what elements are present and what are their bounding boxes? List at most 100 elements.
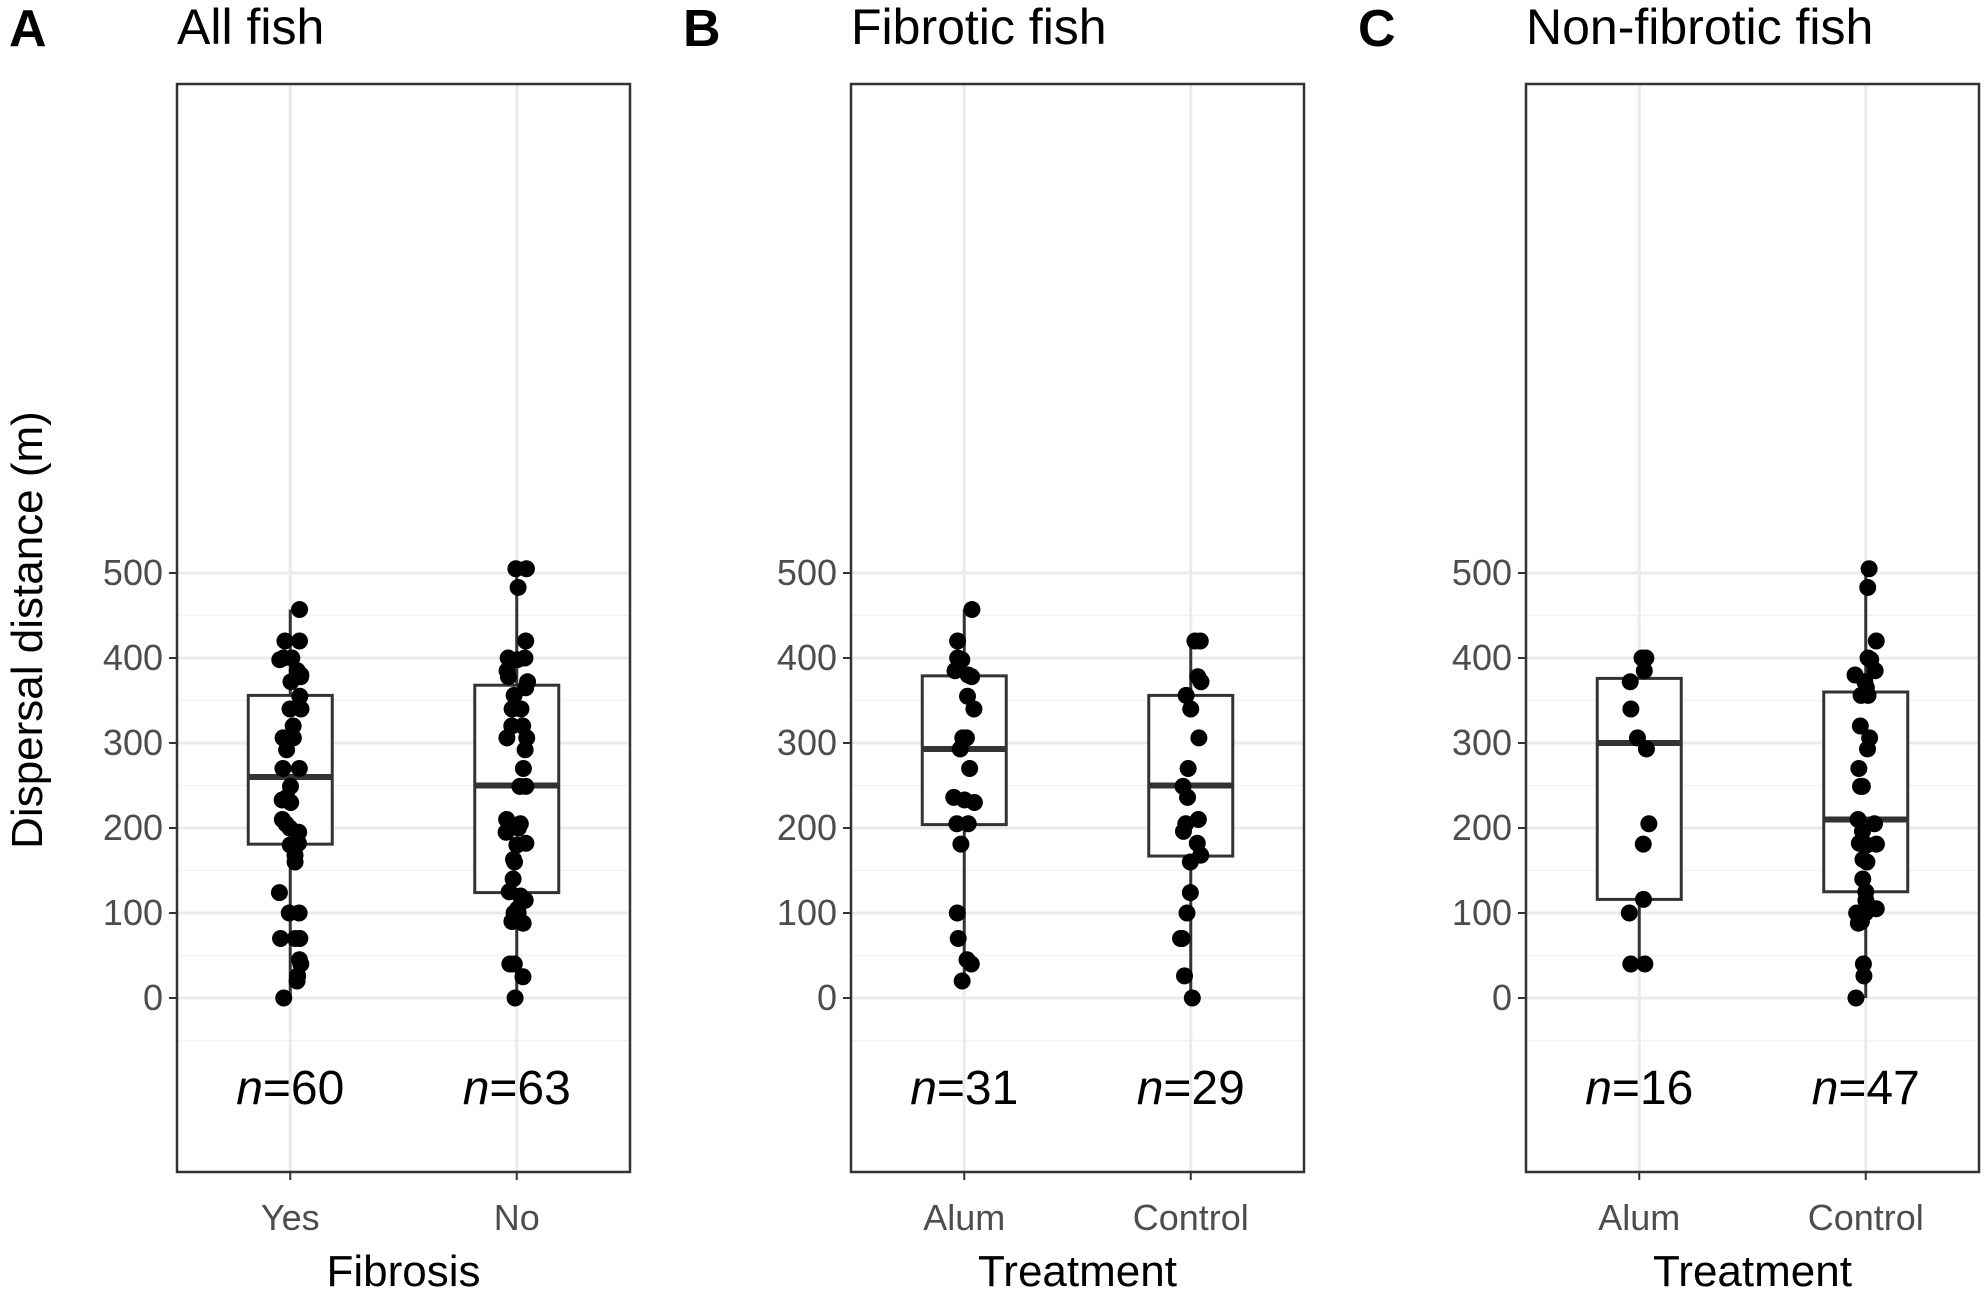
data-point — [1172, 930, 1190, 947]
y-axis-title: Dispersal distance (m) — [3, 411, 52, 849]
data-point — [951, 740, 969, 758]
panel-border — [849, 82, 1306, 1174]
data-point — [1855, 967, 1873, 985]
panel-border — [1524, 82, 1981, 1174]
panel-b: 0100200300400500n=31Alumn=29ControlTreat… — [683, 0, 1306, 1294]
n-symbol: n — [1585, 1062, 1612, 1115]
box-group-no: n=63 — [463, 560, 571, 1115]
data-point — [1182, 700, 1200, 718]
y-tick-label: 400 — [777, 637, 837, 678]
data-point — [965, 794, 983, 811]
n-label: n=16 — [1585, 1062, 1693, 1115]
box — [1595, 676, 1683, 901]
data-point — [498, 811, 516, 828]
data-point — [1854, 870, 1872, 888]
box-group-alum: n=31 — [910, 601, 1018, 1115]
data-point — [1633, 649, 1651, 667]
data-point — [286, 853, 304, 871]
data-point — [963, 668, 981, 686]
data-point — [1183, 989, 1201, 1007]
data-point — [508, 836, 526, 854]
data-point — [290, 632, 308, 650]
y-tick-label: 0 — [143, 977, 163, 1018]
x-axis-title: Treatment — [978, 1247, 1177, 1294]
y-tick-label: 500 — [1452, 552, 1512, 593]
n-label: n=60 — [236, 1062, 344, 1115]
data-point — [506, 853, 524, 871]
y-tick-label: 0 — [817, 977, 837, 1018]
y-tick-label: 0 — [1492, 977, 1512, 1018]
y-tick-label: 200 — [777, 807, 837, 848]
data-point — [508, 651, 526, 669]
data-point — [271, 651, 289, 669]
y-tick-label: 100 — [777, 892, 837, 933]
data-point — [953, 972, 971, 990]
x-tick-label: No — [494, 1197, 540, 1238]
data-point — [1854, 955, 1872, 973]
data-point — [1620, 904, 1638, 922]
data-point — [1178, 904, 1196, 922]
data-point — [503, 700, 521, 718]
data-point — [1637, 740, 1655, 758]
n-symbol: n — [910, 1062, 937, 1115]
data-point — [1847, 989, 1865, 1007]
data-point — [517, 632, 535, 650]
x-tick-label: Alum — [923, 1197, 1005, 1238]
plot-area — [851, 84, 1304, 1172]
n-value: =47 — [1838, 1062, 1919, 1115]
data-point — [1181, 884, 1199, 902]
data-point — [292, 700, 310, 718]
data-point — [517, 777, 535, 795]
data-point — [286, 930, 304, 947]
data-point — [1640, 815, 1658, 833]
data-point — [1634, 835, 1652, 853]
data-point — [1634, 890, 1652, 908]
data-point — [1851, 717, 1869, 735]
data-point — [1190, 729, 1208, 747]
y-tick-label: 200 — [103, 807, 163, 848]
x-tick-label: Control — [1808, 1197, 1924, 1238]
x-axis-title: Treatment — [1653, 1247, 1852, 1294]
n-symbol: n — [1137, 1062, 1164, 1115]
data-point — [1192, 673, 1210, 691]
data-point — [272, 930, 290, 947]
data-point — [290, 760, 308, 777]
panel-c: 0100200300400500n=16Alumn=47ControlTreat… — [1358, 0, 1981, 1294]
data-point — [291, 687, 309, 705]
box-group-yes: n=60 — [236, 601, 344, 1115]
data-point — [506, 989, 524, 1007]
data-point — [952, 835, 970, 853]
data-point — [959, 815, 977, 833]
box-group-alum: n=16 — [1585, 649, 1693, 1115]
data-point — [963, 601, 981, 619]
data-point — [1852, 686, 1870, 704]
data-point — [1177, 686, 1195, 704]
panel-letter: B — [683, 0, 721, 58]
n-value: =16 — [1612, 1062, 1693, 1115]
data-point — [1176, 967, 1194, 985]
data-point — [1174, 822, 1192, 840]
data-point — [278, 741, 296, 759]
data-point — [274, 760, 292, 777]
n-symbol: n — [1812, 1062, 1839, 1115]
n-value: =60 — [263, 1062, 344, 1115]
data-point — [1622, 955, 1640, 973]
data-point — [276, 632, 294, 650]
data-point — [965, 700, 983, 718]
data-point — [1191, 632, 1209, 650]
panel-title: Fibrotic fish — [851, 0, 1107, 55]
data-point — [514, 760, 532, 777]
data-point — [507, 560, 525, 578]
data-point — [1181, 853, 1199, 871]
data-point — [280, 904, 298, 922]
n-symbol: n — [236, 1062, 263, 1115]
y-tick-label: 500 — [103, 552, 163, 593]
data-point — [948, 904, 966, 922]
data-point — [1635, 662, 1653, 680]
n-value: =63 — [489, 1062, 570, 1115]
data-point — [1850, 760, 1868, 777]
data-point — [961, 760, 979, 777]
data-point — [288, 972, 306, 990]
data-point — [1621, 673, 1639, 691]
